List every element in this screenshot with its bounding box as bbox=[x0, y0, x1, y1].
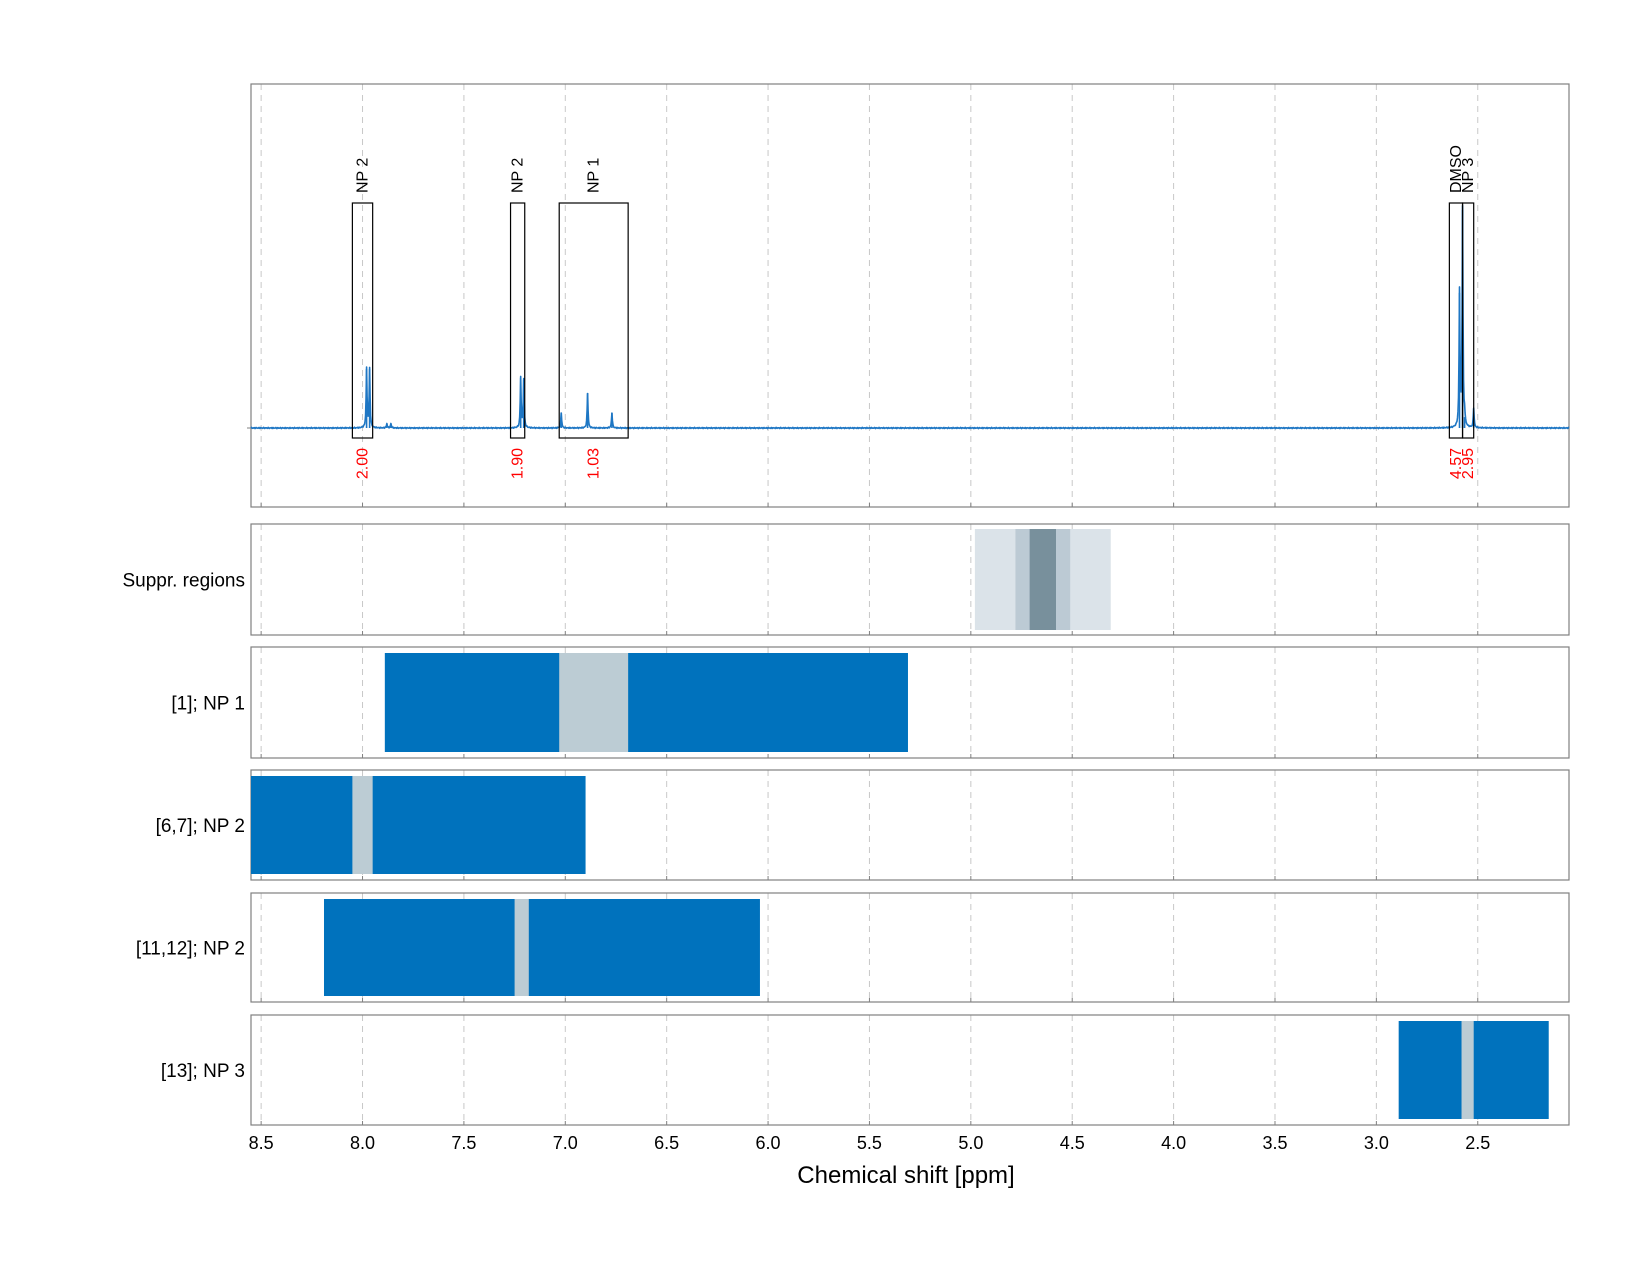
integration-region-box bbox=[1448, 202, 1464, 439]
text-layer: NP 2 2.00 NP 2 1.90 NP 1 1.03 DMSO 4.57 NP 3 2.95… bbox=[122, 145, 1490, 1153]
x-tick-label: 3.5 bbox=[1262, 1133, 1287, 1153]
row-panel-frame bbox=[250, 1014, 1570, 1126]
suppression-band bbox=[1029, 529, 1056, 630]
row-label: [13]; NP 3 bbox=[161, 1061, 245, 1082]
range-bar-highlight bbox=[1461, 1021, 1474, 1119]
x-tick-label: 6.0 bbox=[756, 1133, 781, 1153]
x-tick-label: 5.5 bbox=[857, 1133, 882, 1153]
row-label: [6,7]; NP 2 bbox=[156, 816, 245, 837]
region-label: NP 1 bbox=[586, 158, 603, 193]
integral-value: 4.57 bbox=[1448, 448, 1465, 479]
x-tick-label: 5.0 bbox=[958, 1133, 983, 1153]
row-panel-frame bbox=[250, 646, 1570, 759]
integration-region-box bbox=[1461, 202, 1475, 439]
row-label: [1]; NP 1 bbox=[171, 694, 245, 715]
region-label: NP 2 bbox=[355, 158, 372, 193]
region-label: DMSO bbox=[1448, 145, 1465, 193]
integration-region-box bbox=[509, 202, 526, 439]
content-layer bbox=[250, 202, 1570, 1119]
x-tick-label: 8.5 bbox=[249, 1133, 274, 1153]
x-tick-label: 7.0 bbox=[553, 1133, 578, 1153]
integral-value: 2.95 bbox=[1460, 448, 1477, 479]
range-bar bbox=[323, 899, 760, 996]
x-tick-label: 3.0 bbox=[1364, 1133, 1389, 1153]
range-bar-highlight bbox=[352, 776, 373, 874]
x-tick-label: 6.5 bbox=[654, 1133, 679, 1153]
suppression-row-label: Suppr. regions bbox=[122, 571, 245, 592]
integration-region-box bbox=[351, 202, 374, 439]
x-tick-label: 8.0 bbox=[350, 1133, 375, 1153]
integral-value: 1.90 bbox=[510, 448, 527, 479]
x-tick-label: 2.5 bbox=[1465, 1133, 1490, 1153]
range-bar bbox=[251, 776, 586, 874]
spectrum-panel-frame bbox=[250, 83, 1570, 508]
row-panel-frame bbox=[250, 523, 1570, 636]
grid-layer bbox=[260, 84, 1479, 1125]
x-axis-label: Chemical shift [ppm] bbox=[797, 1162, 1014, 1189]
range-bar-highlight bbox=[514, 899, 529, 996]
integral-value: 1.03 bbox=[586, 448, 603, 479]
range-bar bbox=[384, 653, 908, 752]
region-label: NP 2 bbox=[510, 158, 527, 193]
x-tick-label: 4.0 bbox=[1161, 1133, 1186, 1153]
range-bar-highlight bbox=[559, 653, 629, 752]
row-label: [11,12]; NP 2 bbox=[136, 939, 245, 960]
x-tick-label: 4.5 bbox=[1060, 1133, 1085, 1153]
spectrum-line bbox=[250, 204, 1570, 430]
region-label: NP 3 bbox=[1460, 158, 1477, 193]
integration-region-box bbox=[558, 202, 629, 439]
integral-value: 2.00 bbox=[355, 448, 372, 479]
row-panel-frame bbox=[250, 892, 1570, 1003]
x-tick-label: 7.5 bbox=[451, 1133, 476, 1153]
